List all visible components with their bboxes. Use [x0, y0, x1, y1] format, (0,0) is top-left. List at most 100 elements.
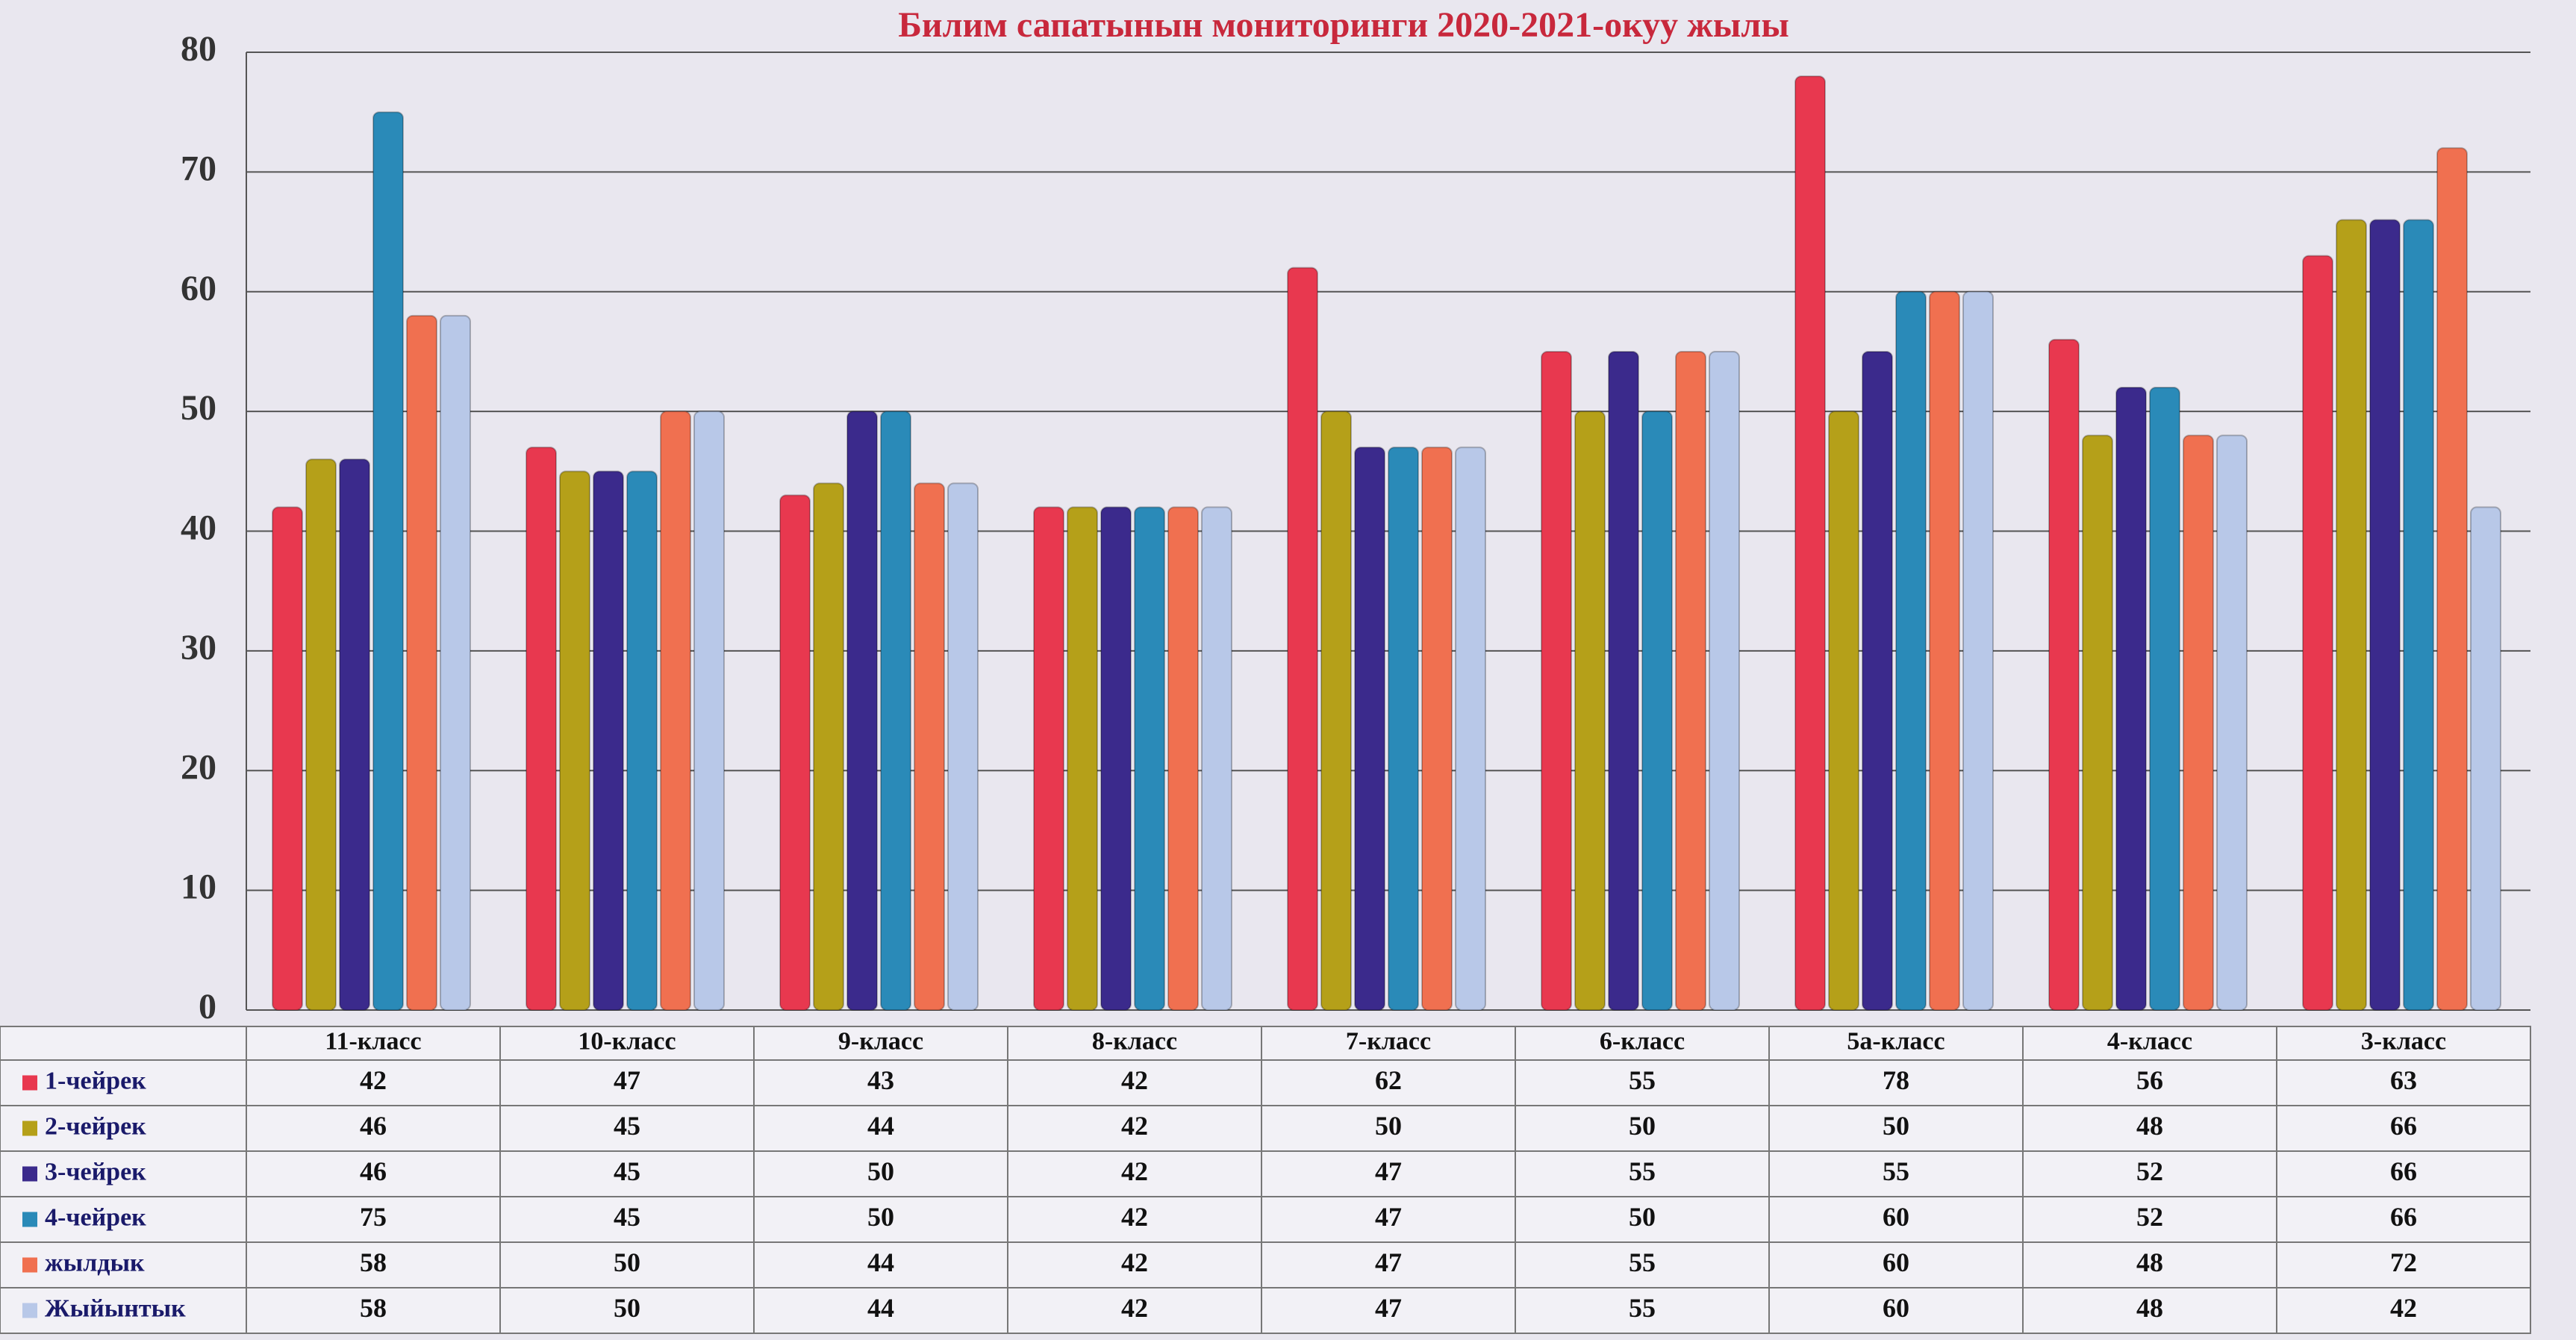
- legend-swatch: [22, 1257, 37, 1273]
- table-value: 44: [867, 1111, 894, 1141]
- table-value: 72: [2390, 1247, 2417, 1277]
- table-value: 47: [1375, 1156, 1402, 1186]
- y-tick-label: 70: [181, 149, 216, 188]
- bar: [1574, 411, 1606, 1011]
- bar: [626, 470, 658, 1011]
- bar: [1287, 267, 1318, 1011]
- bar: [272, 506, 303, 1011]
- legend-label: 4-чейрек: [45, 1203, 146, 1231]
- bar: [305, 458, 337, 1011]
- table-value: 44: [867, 1293, 894, 1323]
- legend-swatch: [22, 1212, 37, 1227]
- table-value: 66: [2390, 1111, 2417, 1141]
- legend-label: 2-чейрек: [45, 1112, 146, 1140]
- bar: [2403, 219, 2434, 1011]
- table-value: 50: [867, 1202, 894, 1232]
- legend-label: Жыйынтык: [45, 1294, 186, 1322]
- table-value: 45: [614, 1156, 640, 1186]
- bar: [880, 411, 911, 1011]
- table-value: 62: [1375, 1065, 1402, 1095]
- bar: [693, 411, 725, 1011]
- bar: [2183, 434, 2214, 1011]
- table-value: 63: [2390, 1065, 2417, 1095]
- table-value: 45: [614, 1202, 640, 1232]
- bar: [1929, 290, 1960, 1011]
- table-value: 42: [1121, 1247, 1148, 1277]
- bar: [914, 482, 945, 1011]
- bar: [2369, 219, 2401, 1011]
- table-value: 66: [2390, 1202, 2417, 1232]
- legend-swatch: [22, 1303, 37, 1318]
- bar: [1455, 446, 1486, 1011]
- bar: [559, 470, 590, 1011]
- bar: [2082, 434, 2113, 1011]
- bar: [1201, 506, 1232, 1011]
- table-value: 75: [360, 1202, 387, 1232]
- bar: [2216, 434, 2248, 1011]
- bar: [779, 494, 811, 1011]
- bar: [372, 111, 404, 1011]
- bar: [2149, 387, 2180, 1011]
- bar: [846, 411, 878, 1011]
- legend-label: 3-чейрек: [45, 1158, 146, 1185]
- bar: [1421, 446, 1453, 1011]
- x-tick-label: 11-класс: [325, 1027, 421, 1055]
- x-tick-label: 3-класс: [2361, 1027, 2446, 1055]
- x-tick-label: 9-класс: [838, 1027, 923, 1055]
- bar: [947, 482, 979, 1011]
- table-value: 52: [2136, 1202, 2163, 1232]
- x-tick-label: 7-класс: [1346, 1027, 1431, 1055]
- table-value: 52: [2136, 1156, 2163, 1186]
- bar: [1962, 290, 1994, 1011]
- x-tick-label: 4-класс: [2107, 1027, 2192, 1055]
- bar: [1388, 446, 1419, 1011]
- table-value: 42: [1121, 1111, 1148, 1141]
- bar: [339, 458, 370, 1011]
- bar: [1862, 350, 1893, 1011]
- table-value: 50: [1375, 1111, 1402, 1141]
- x-tick-label: 5а-класс: [1847, 1027, 1945, 1055]
- data-table: [0, 1026, 2531, 1334]
- bar: [1709, 350, 1740, 1011]
- table-value: 48: [2136, 1293, 2163, 1323]
- bar: [2302, 255, 2333, 1011]
- bar: [440, 314, 471, 1011]
- bar: [1794, 75, 1826, 1012]
- bar: [1320, 411, 1352, 1011]
- table-value: 55: [1629, 1156, 1656, 1186]
- y-tick-label: 20: [181, 747, 216, 787]
- bar: [406, 314, 437, 1011]
- bar: [1033, 506, 1064, 1011]
- table-value: 50: [1883, 1111, 1909, 1141]
- table-value: 50: [867, 1156, 894, 1186]
- bar: [1828, 411, 1859, 1011]
- bar: [1895, 290, 1927, 1011]
- y-tick-label: 30: [181, 628, 216, 667]
- table-value: 66: [2390, 1156, 2417, 1186]
- table-value: 42: [360, 1065, 387, 1095]
- bar: [526, 446, 557, 1011]
- x-tick-label: 8-класс: [1092, 1027, 1177, 1055]
- bar: [1167, 506, 1199, 1011]
- table-value: 47: [1375, 1293, 1402, 1323]
- table-value: 60: [1883, 1293, 1909, 1323]
- y-tick-label: 50: [181, 388, 216, 428]
- table-value: 50: [1629, 1111, 1656, 1141]
- y-tick-label: 40: [181, 508, 216, 548]
- bar: [2470, 506, 2501, 1011]
- table-value: 60: [1883, 1247, 1909, 1277]
- table-value: 47: [614, 1065, 640, 1095]
- table-value: 55: [1629, 1247, 1656, 1277]
- table-value: 42: [1121, 1156, 1148, 1186]
- bar: [2436, 147, 2468, 1011]
- bar: [660, 411, 691, 1011]
- bar: [2115, 387, 2147, 1011]
- table-value: 42: [1121, 1065, 1148, 1095]
- bar: [1608, 350, 1639, 1011]
- bar: [813, 482, 844, 1011]
- legend-label: 1-чейрек: [45, 1067, 146, 1094]
- bar: [1354, 446, 1385, 1011]
- y-tick-label: 10: [181, 867, 216, 907]
- table-value: 48: [2136, 1111, 2163, 1141]
- table-value: 58: [360, 1293, 387, 1323]
